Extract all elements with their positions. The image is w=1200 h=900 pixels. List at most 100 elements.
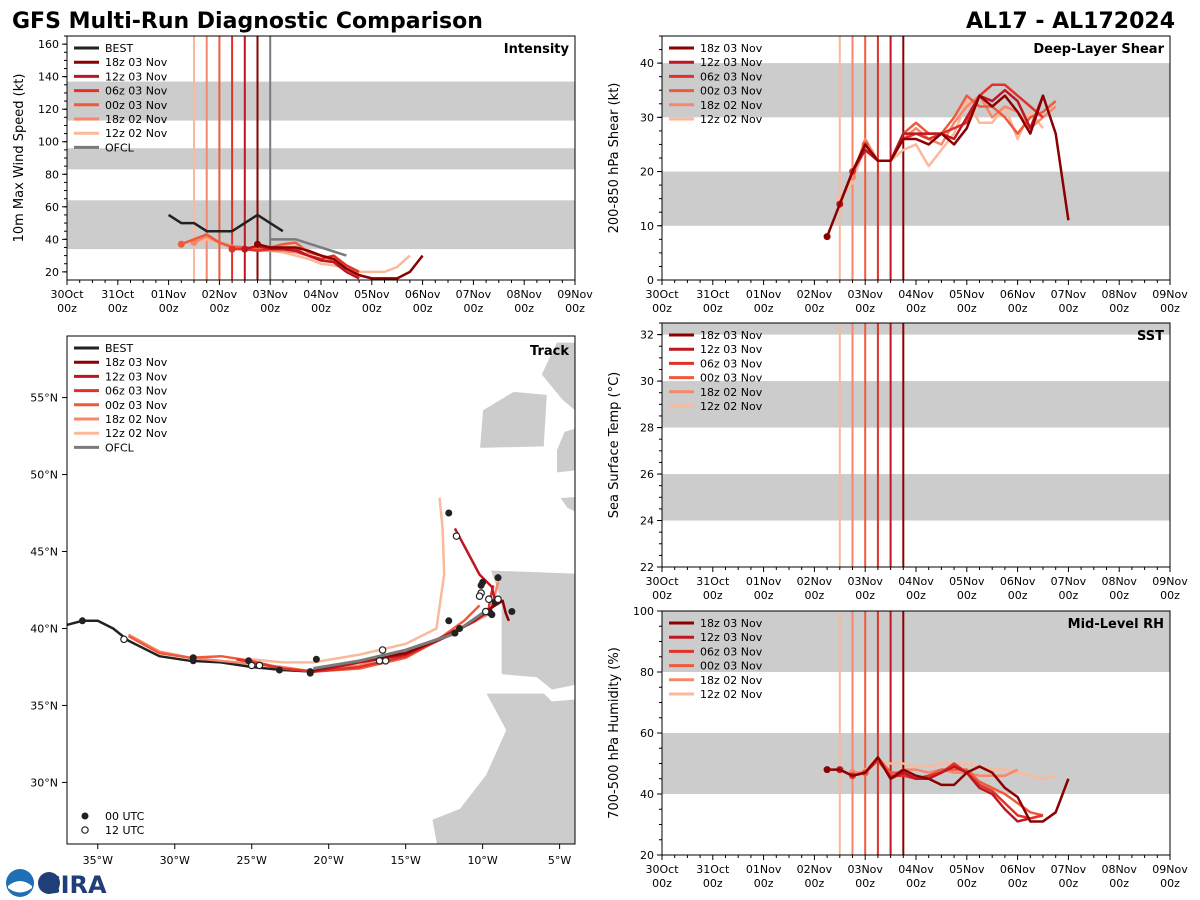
x-tick-label: 30Oct	[645, 863, 679, 876]
x-tick-label: 02Nov	[797, 575, 833, 588]
legend-label: 00z 03 Nov	[700, 85, 763, 98]
y-tick-label: 26	[640, 468, 654, 481]
x-tick-hour: 00z	[1109, 877, 1129, 890]
x-tick-label: 04Nov	[898, 863, 934, 876]
x-tick-hour: 00z	[957, 302, 977, 315]
x-tick-label: 02Nov	[797, 863, 833, 876]
panel-track: 35°W 30°W 25°W 20°W 15°W 10°W 5°W 30°N 35°N 40°N 4…	[30, 335, 576, 867]
x-tick-label: 08Nov	[1101, 575, 1137, 588]
x-tick-hour: 00z	[1008, 589, 1028, 602]
shaded-band	[67, 148, 575, 170]
x-tick-label: 01Nov	[746, 863, 782, 876]
y-tick-label: 80	[640, 666, 654, 679]
x-tick-label: 05Nov	[949, 575, 985, 588]
y-axis-label: Sea Surface Temp (°C)	[607, 372, 622, 519]
x-tick-hour: 00z	[703, 877, 723, 890]
y-tick-label: 20	[45, 266, 59, 279]
x-tick-label: 02Nov	[797, 288, 833, 301]
shaded-band	[67, 200, 575, 250]
plot-area	[662, 323, 1170, 567]
shaded-band	[662, 733, 1170, 794]
x-tick-label: 04Nov	[898, 288, 934, 301]
legend-label: 18z 03 Nov	[700, 42, 763, 55]
series-start-point	[254, 240, 261, 248]
y-tick-label: 24	[640, 515, 654, 528]
point-00utc	[494, 574, 502, 582]
legend-label: 12z 02 Nov	[105, 127, 168, 140]
x-tick-label: 31Oct	[101, 288, 135, 301]
x-tick-hour: 00z	[855, 877, 875, 890]
x-tick-label: 31Oct	[696, 575, 730, 588]
point-12utc	[381, 657, 390, 665]
x-tick-label: 06Nov	[1000, 863, 1036, 876]
lat-tick-label: 50°N	[30, 469, 58, 482]
panel-title: Intensity	[504, 42, 570, 57]
x-tick-hour: 00z	[754, 589, 774, 602]
plot-area	[662, 611, 1170, 855]
legend-label: 18z 02 Nov	[105, 413, 168, 426]
x-tick-label: 09Nov	[1152, 288, 1188, 301]
marker-legend-12utc	[81, 826, 89, 834]
cira-logo-text: CIRA	[43, 871, 107, 899]
point-12utc	[481, 607, 490, 616]
point-12utc	[494, 595, 502, 604]
y-tick-label: 30	[640, 375, 654, 388]
x-tick-label: 02Nov	[202, 288, 238, 301]
lon-tick-label: 15°W	[390, 854, 420, 867]
x-tick-hour: 00z	[703, 302, 723, 315]
lon-tick-label: 5°W	[548, 854, 571, 867]
france-landmass	[558, 495, 575, 513]
legend-label: 00z 03 Nov	[700, 660, 763, 673]
y-tick-label: 60	[45, 201, 59, 214]
x-tick-label: 30Oct	[50, 288, 84, 301]
legend-label: 12z 03 Nov	[700, 56, 763, 69]
x-tick-hour: 00z	[1160, 589, 1180, 602]
point-00utc	[479, 578, 487, 586]
x-tick-hour: 00z	[57, 302, 77, 315]
x-tick-hour: 00z	[1109, 589, 1129, 602]
y-tick-label: 40	[45, 233, 59, 246]
legend-label: 12z 02 Nov	[700, 113, 763, 126]
x-tick-hour: 00z	[1109, 302, 1129, 315]
legend-label: 18z 03 Nov	[105, 356, 168, 369]
lat-tick-label: 40°N	[30, 622, 58, 635]
x-tick-label: 03Nov	[847, 288, 883, 301]
shaded-band	[67, 81, 575, 121]
best-track-line	[167, 213, 284, 233]
globe-icon	[38, 872, 60, 894]
series-line	[827, 756, 1070, 823]
lat-tick-label: 30°N	[30, 776, 58, 789]
x-tick-hour: 00z	[805, 302, 825, 315]
x-tick-label: 09Nov	[1152, 863, 1188, 876]
y-tick-label: 100	[633, 605, 654, 618]
x-tick-hour: 00z	[108, 302, 128, 315]
point-00utc	[451, 629, 459, 637]
marker-legend-label: 00 UTC	[105, 810, 145, 823]
series-start-point	[823, 233, 831, 241]
x-tick-label: 08Nov	[1101, 288, 1137, 301]
panel-title: Deep-Layer Shear	[1033, 42, 1164, 57]
x-tick-label: 05Nov	[949, 863, 985, 876]
x-tick-hour: 00z	[362, 302, 382, 315]
y-tick-label: 40	[640, 57, 654, 70]
point-12utc	[378, 646, 387, 654]
legend-label: 18z 03 Nov	[105, 56, 168, 69]
x-tick-label: 30Oct	[645, 575, 679, 588]
point-00utc	[306, 668, 314, 676]
x-tick-label: 01Nov	[746, 288, 782, 301]
x-tick-hour: 00z	[652, 589, 672, 602]
track-forecast-line	[236, 585, 495, 673]
panel-intensity: 2040608010012014016030Oct00z31Oct00z01No…	[12, 35, 593, 315]
panel-sst: 22242628303230Oct00z31Oct00z01Nov00z02No…	[607, 322, 1188, 602]
plot-area	[67, 36, 575, 280]
y-tick-label: 140	[38, 71, 59, 84]
lat-tick-label: 55°N	[30, 392, 58, 405]
legend-label: 12z 03 Nov	[105, 70, 168, 83]
point-00utc	[445, 617, 453, 625]
y-tick-label: 32	[640, 329, 654, 342]
x-tick-hour: 00z	[1059, 302, 1079, 315]
shaded-band	[662, 474, 1170, 521]
x-tick-hour: 00z	[1160, 302, 1180, 315]
x-tick-label: 06Nov	[1000, 288, 1036, 301]
point-12utc	[247, 661, 256, 670]
